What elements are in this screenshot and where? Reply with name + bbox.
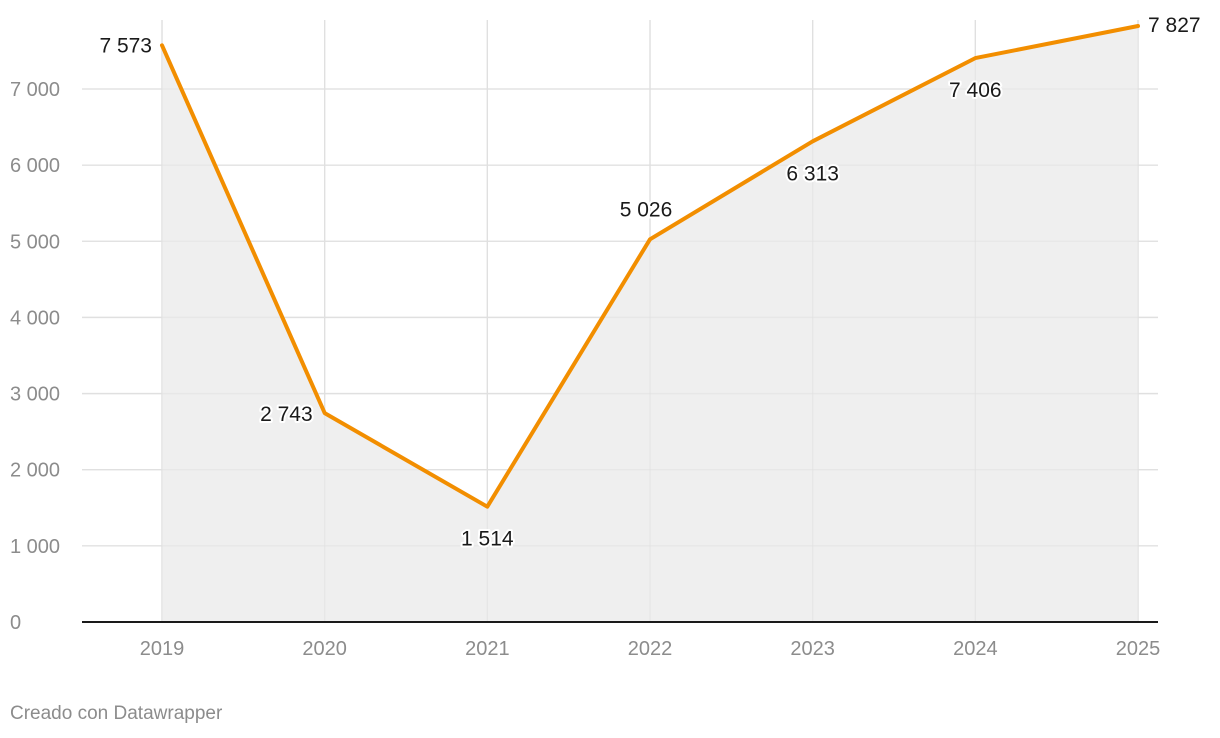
y-tick-label: 0: [10, 612, 21, 634]
x-tick-label: 2019: [140, 638, 185, 660]
x-tick-label: 2022: [628, 638, 673, 660]
y-axis-tick-labels: 0 1 000 2 000 3 000 4 000 5 000 6 000 7 000: [10, 79, 60, 634]
data-label-2025: 7 827: [1148, 14, 1201, 37]
x-tick-label: 2025: [1116, 638, 1161, 660]
y-tick-label: 4 000: [10, 307, 60, 329]
y-tick-label: 6 000: [10, 155, 60, 177]
series-line: [160, 24, 1140, 509]
data-label-2020: 2 743: [260, 403, 313, 426]
y-tick-label: 7 000: [10, 79, 60, 101]
horizontal-gridlines-overlay: [82, 88, 1158, 547]
x-tick-label: 2021: [465, 638, 510, 660]
data-label-2022: 5 026: [620, 198, 673, 221]
datawrapper-credit: Creado con Datawrapper: [10, 703, 223, 724]
vertical-gridlines-overlay: [161, 20, 1139, 622]
line-chart: 0 1 000 2 000 3 000 4 000 5 000 6 000 7 000 201…: [10, 12, 1203, 660]
y-tick-label: 5 000: [10, 231, 60, 253]
y-tick-label: 1 000: [10, 536, 60, 558]
x-tick-label: 2020: [302, 638, 347, 660]
x-tick-label: 2024: [953, 638, 998, 660]
y-tick-label: 2 000: [10, 460, 60, 482]
data-label-2023: 6 313: [786, 162, 839, 185]
data-labels: 7 573 2 743 1 514 5 026 6 313 7 406 7 827: [97, 12, 1202, 553]
y-tick-label: 3 000: [10, 384, 60, 406]
x-tick-label: 2023: [790, 638, 835, 660]
data-label-2024: 7 406: [949, 79, 1002, 102]
x-axis-tick-labels: 2019 2020 2021 2022 2023 2024 2025: [140, 638, 1161, 660]
data-label-2021: 1 514: [461, 528, 514, 551]
data-label-2019: 7 573: [99, 34, 152, 57]
